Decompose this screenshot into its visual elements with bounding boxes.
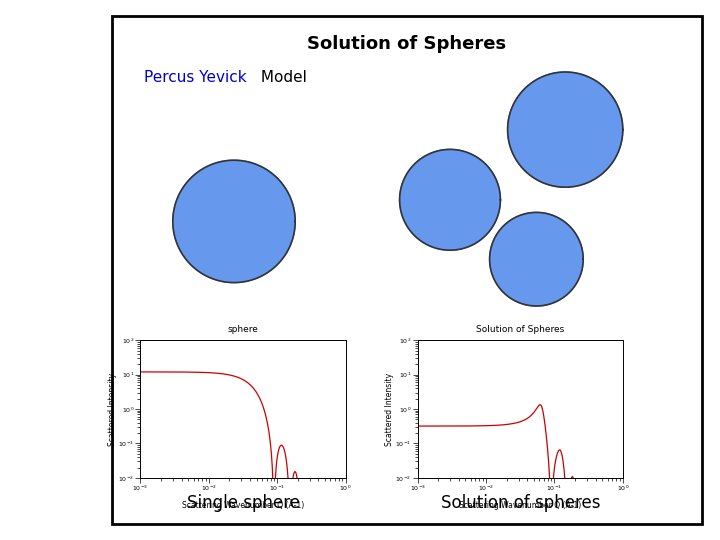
- Polygon shape: [173, 160, 295, 282]
- Polygon shape: [490, 212, 583, 306]
- Text: Single sphere: Single sphere: [187, 494, 300, 512]
- Polygon shape: [400, 150, 500, 250]
- Text: Solution of Spheres: Solution of Spheres: [307, 35, 506, 53]
- Title: sphere: sphere: [228, 325, 258, 334]
- X-axis label: Scattering Wavenumber Q (Å-1): Scattering Wavenumber Q (Å-1): [182, 499, 304, 510]
- Text: Model: Model: [256, 70, 307, 85]
- Y-axis label: Scattered Intensity: Scattered Intensity: [385, 373, 394, 446]
- X-axis label: Scattering Wavenumber Q (Å-1): Scattering Wavenumber Q (Å-1): [459, 499, 581, 510]
- Y-axis label: Scattered Intensity: Scattered Intensity: [108, 373, 117, 446]
- Bar: [112, 16, 702, 524]
- Text: Solution of spheres: Solution of spheres: [441, 494, 600, 512]
- Polygon shape: [508, 72, 623, 187]
- Title: Solution of Spheres: Solution of Spheres: [476, 325, 564, 334]
- Text: Percus Yevick: Percus Yevick: [144, 70, 247, 85]
